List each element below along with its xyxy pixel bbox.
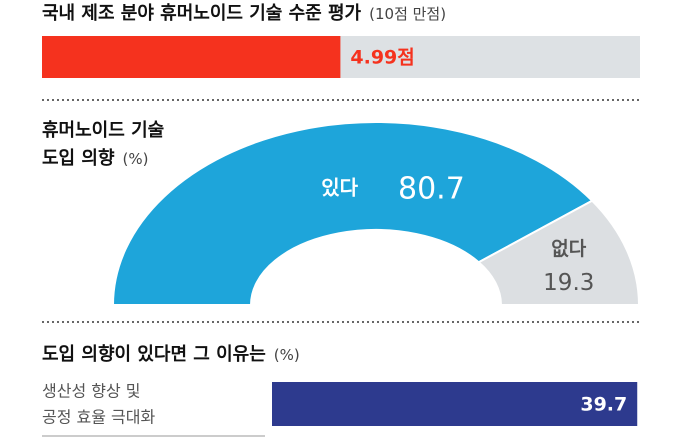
subtitle: (%) [123,150,149,168]
value-label: 4.99점 [350,47,414,69]
donut-segment [476,199,641,306]
title: 도입 의향 [42,147,115,169]
donut-segment [111,121,594,306]
category-label: 있다 [321,176,358,200]
category-label: 생산성 향상 및 [42,382,141,401]
subtitle: (%) [274,346,300,364]
chart-title: 도입 의향이 있다면 그 이유는 (%) [42,343,300,365]
category-label: 공정 효율 극대화 [42,408,155,427]
chart-title: 국내 제조 분야 휴머노이드 기술 수준 평가 (10점 만점) [42,3,446,24]
title: 국내 제조 분야 휴머노이드 기술 수준 평가 [42,3,362,24]
value-label: 19.3 [543,270,594,296]
subtitle: (10점 만점) [369,5,446,23]
value-label: 39.7 [580,394,627,416]
title: 도입 의향이 있다면 그 이유는 [42,343,266,365]
chart-title: 휴머노이드 기술 [42,120,164,141]
category-label: 없다 [551,238,586,260]
bar [42,36,341,78]
chart-title: 도입 의향 (%) [42,147,148,169]
bar [272,382,638,426]
value-label: 80.7 [398,172,465,207]
